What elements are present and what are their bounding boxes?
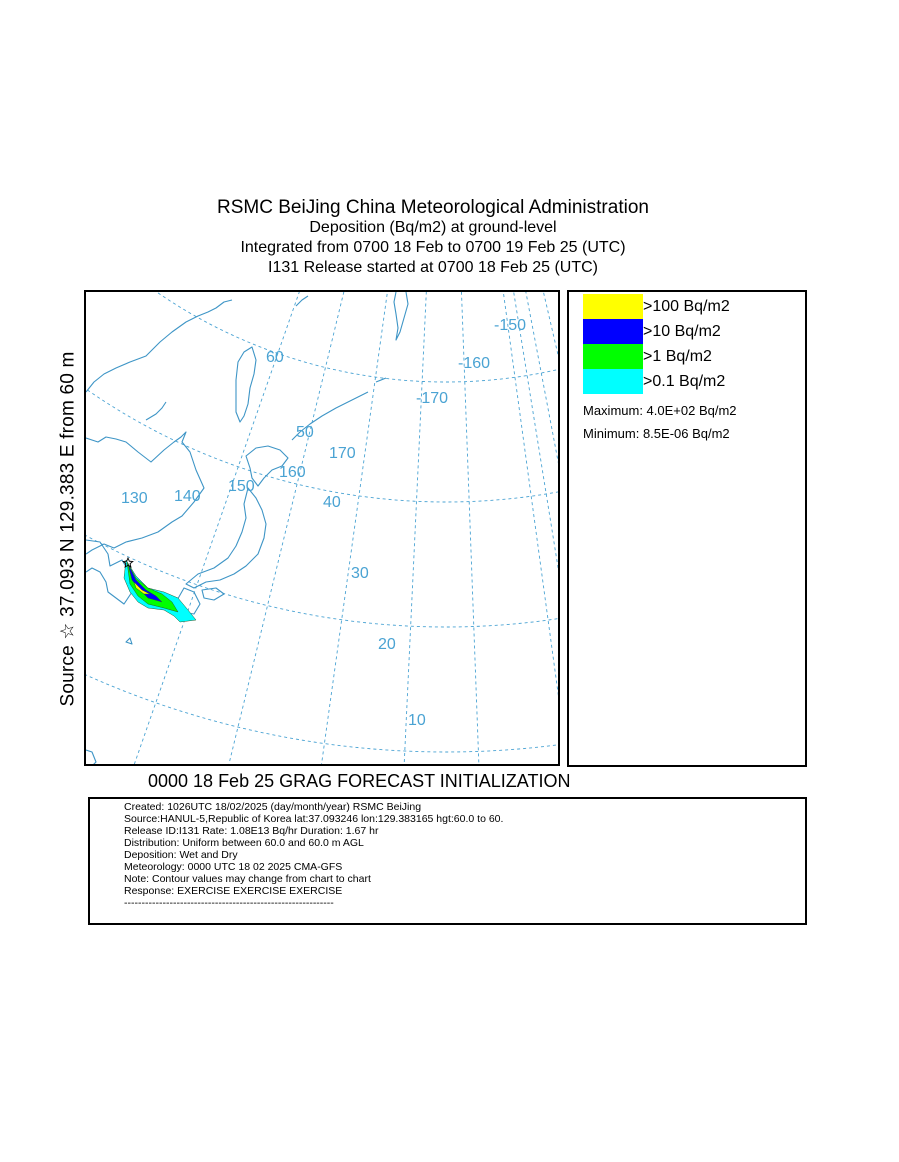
coastline [86,292,409,764]
plume-contour [123,559,197,623]
coastline-segment [86,299,233,393]
latitude-label: 10 [408,712,426,729]
longitude-label: 170 [329,445,356,462]
latitude-label: 40 [323,494,341,511]
longitude-line [513,292,558,571]
legend-label: >0.1 Bq/m2 [643,373,726,390]
longitude-label: 130 [121,490,148,507]
info-line: Source:HANUL-5,Republic of Korea lat:37.… [124,813,504,825]
deposition-plume [123,559,197,623]
chart-title: RSMC BeiJing China Meteorological Admini… [217,197,649,218]
latitude-label: 20 [378,636,396,653]
coastline-segment [295,295,309,307]
forecast-initialization: 0000 18 Feb 25 GRAG FORECAST INITIALIZAT… [148,771,571,791]
longitude-line [133,292,300,764]
source-location-label: Source ☆ 37.093 N 129.383 E from 60 m [55,290,81,768]
coastline-segment [245,445,289,487]
longitude-line [502,292,558,697]
source-location-text: Source ☆ 37.093 N 129.383 E from 60 m [57,351,79,707]
chart-header: RSMC BeiJing China Meteorological Admini… [0,198,866,278]
plume-contour [126,561,179,613]
info-line: Note: Contour values may change from cha… [124,873,371,885]
latitude-line [86,534,558,628]
legend-swatch [583,319,643,344]
star-icon [122,556,134,568]
coastline-segment [145,401,167,421]
coastline-segment [86,431,205,555]
info-line: Deposition: Wet and Dry [124,849,238,861]
maximum-value: Maximum: 4.0E+02 Bq/m2 [583,403,737,418]
latitude-label: 50 [296,424,314,441]
latitude-line [86,388,558,503]
longitude-label: 160 [279,464,306,481]
legend-label: >100 Bq/m2 [643,298,730,315]
longitude-line [228,292,345,764]
coastline-segment [393,292,409,341]
info-line: Release ID:I131 Rate: 1.08E13 Bq/hr Dura… [124,825,379,837]
release-info: I131 Release started at 0700 18 Feb 25 (… [268,259,598,276]
longitude-line [321,292,388,764]
info-line: Distribution: Uniform between 60.0 and 6… [124,837,364,849]
longitude-label: -150 [494,317,526,334]
source-marker [122,556,134,568]
info-line: Meteorology: 0000 UTC 18 02 2025 CMA-GFS [124,861,343,873]
longitude-label: -170 [416,390,448,407]
plume-contour [133,581,151,595]
coastline-segment [291,391,369,441]
coastline-segment [375,377,387,383]
coastline-segment [235,346,257,423]
info-line: Response: EXERCISE EXERCISE EXERCISE [124,885,343,897]
longitude-label: 140 [174,488,201,505]
map-panel: 130 140 150 160 170 -170 -160 -150 60 50 40 30 20 10 [84,290,560,766]
latitude-label: 60 [266,349,284,366]
legend-label: >1 Bq/m2 [643,348,712,365]
longitude-line [525,292,558,464]
coastline-segment [201,587,225,601]
coastline-segment [185,487,267,589]
info-line: Created: 1026UTC 18/02/2025 (day/month/y… [124,801,422,813]
info-line: ----------------------------------------… [124,897,334,909]
legend-swatch [583,344,643,369]
latitude-line [86,674,558,753]
integration-period: Integrated from 0700 18 Feb to 0700 19 F… [240,239,626,256]
longitude-line [403,292,427,764]
coastline-segment [86,749,97,764]
longitude-label: 150 [228,478,255,495]
latitude-label: 30 [351,565,369,582]
longitude-label: -160 [458,355,490,372]
chart-subtitle: Deposition (Bq/m2) at ground-level [309,219,557,236]
graticule [86,292,558,764]
legend-panel: >100 Bq/m2 >10 Bq/m2 >1 Bq/m2 >0.1 Bq/m2… [567,290,807,767]
legend-swatch [583,369,643,394]
legend-swatch [583,294,643,319]
legend-label: >10 Bq/m2 [643,323,721,340]
graticule-labels: 130 140 150 160 170 -170 -160 -150 60 50 40 30 20 10 [121,317,526,729]
minimum-value: Minimum: 8.5E-06 Bq/m2 [583,426,730,441]
map-canvas: 130 140 150 160 170 -170 -160 -150 60 50 40 30 20 10 [86,292,558,764]
run-info-box: Created: 1026UTC 18/02/2025 (day/month/y… [88,797,807,925]
coastline-segment [125,637,133,645]
